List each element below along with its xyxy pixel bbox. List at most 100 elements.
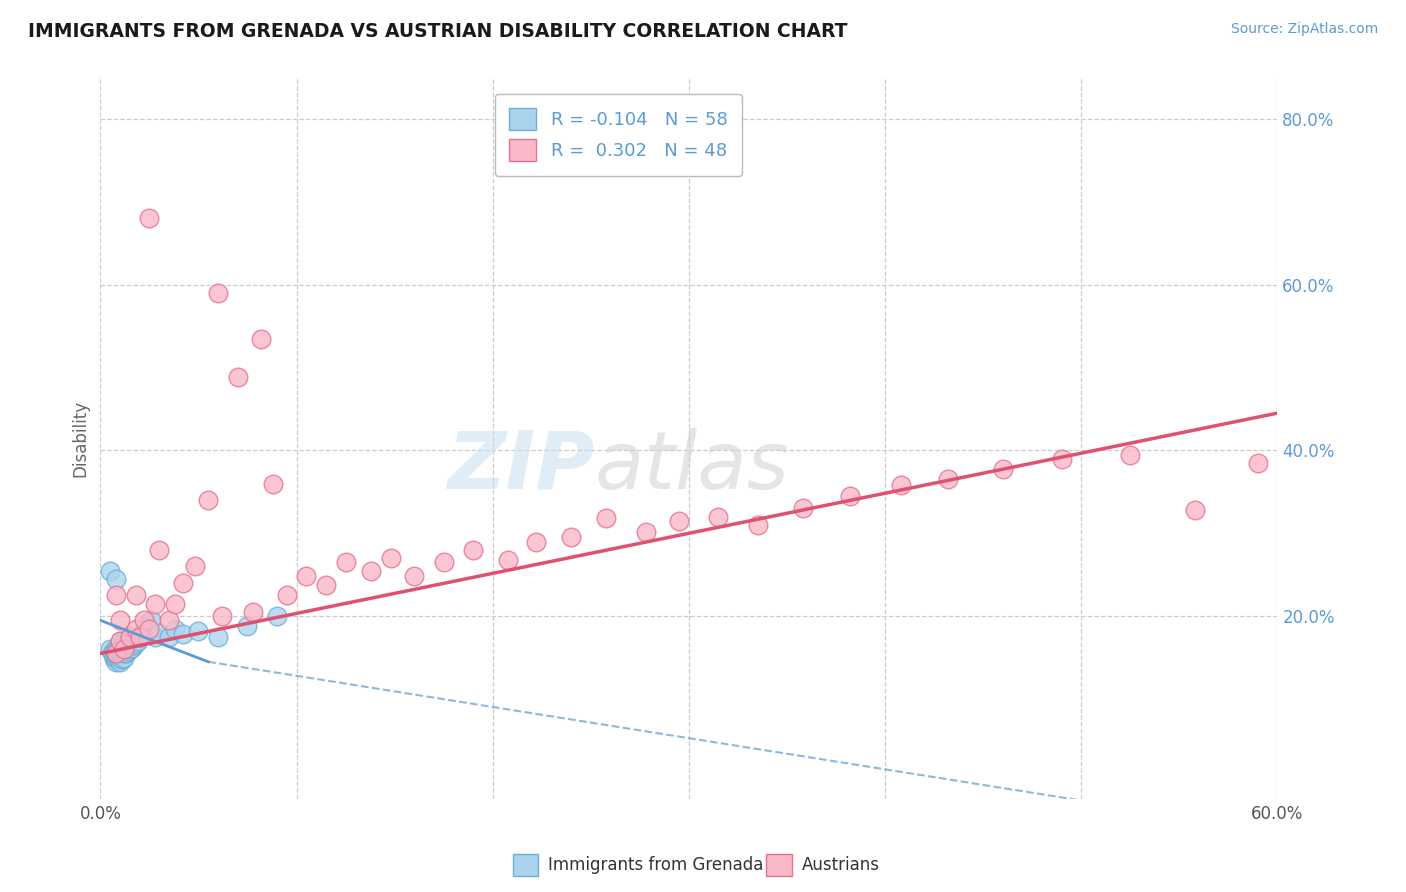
Point <box>111 642 134 657</box>
Point <box>433 555 456 569</box>
Point <box>115 642 138 657</box>
Point <box>115 638 138 652</box>
Point <box>111 647 134 661</box>
Point <box>143 597 166 611</box>
Point <box>207 285 229 300</box>
Point <box>118 638 141 652</box>
Point <box>103 648 125 663</box>
Legend: R = -0.104   N = 58, R =  0.302   N = 48: R = -0.104 N = 58, R = 0.302 N = 48 <box>495 94 742 176</box>
Point <box>108 642 131 657</box>
Point <box>121 636 143 650</box>
Point <box>360 564 382 578</box>
Point <box>117 644 139 658</box>
Point <box>461 542 484 557</box>
Point <box>107 648 129 663</box>
Point <box>131 627 153 641</box>
Point <box>138 622 160 636</box>
Point <box>103 644 125 658</box>
Point <box>108 634 131 648</box>
Point <box>111 652 134 666</box>
Point <box>117 636 139 650</box>
Point <box>236 619 259 633</box>
Point <box>105 640 128 655</box>
Point <box>157 613 180 627</box>
Point <box>112 638 135 652</box>
Point <box>112 634 135 648</box>
Point <box>115 647 138 661</box>
Point <box>197 493 219 508</box>
Text: Austrians: Austrians <box>801 855 879 874</box>
Point <box>138 211 160 226</box>
Point <box>108 655 131 669</box>
Point <box>143 630 166 644</box>
Point <box>141 613 163 627</box>
Point <box>148 542 170 557</box>
Point <box>103 652 125 666</box>
Point <box>207 630 229 644</box>
Point <box>105 572 128 586</box>
Point <box>163 622 186 636</box>
Point <box>1247 456 1270 470</box>
Point <box>112 642 135 657</box>
Point <box>560 531 582 545</box>
Point <box>108 638 131 652</box>
Point <box>105 655 128 669</box>
Point <box>124 636 146 650</box>
Point <box>404 569 426 583</box>
Point <box>187 624 209 639</box>
Point <box>112 642 135 657</box>
Point <box>124 622 146 636</box>
Point <box>266 609 288 624</box>
Point <box>595 511 617 525</box>
Point <box>707 509 730 524</box>
Point <box>118 634 141 648</box>
Point <box>157 630 180 644</box>
Point <box>101 647 124 661</box>
Point <box>315 577 337 591</box>
Point <box>792 501 814 516</box>
Point <box>122 634 145 648</box>
Point <box>128 630 150 644</box>
Point <box>107 640 129 654</box>
Point <box>132 625 155 640</box>
Point <box>163 597 186 611</box>
Point <box>936 472 959 486</box>
Point <box>118 630 141 644</box>
Point <box>295 569 318 583</box>
Point <box>1184 503 1206 517</box>
Point <box>124 630 146 644</box>
Point <box>1119 448 1142 462</box>
Point <box>183 559 205 574</box>
Point <box>118 642 141 657</box>
Point <box>524 534 547 549</box>
Point <box>634 524 657 539</box>
Point <box>132 613 155 627</box>
Point <box>1050 451 1073 466</box>
Point <box>498 553 520 567</box>
Y-axis label: Disability: Disability <box>72 400 89 476</box>
Point <box>335 555 357 569</box>
Point <box>890 478 912 492</box>
Point <box>111 638 134 652</box>
Point <box>121 640 143 655</box>
Point <box>668 514 690 528</box>
Point <box>117 640 139 655</box>
Point <box>172 576 194 591</box>
Point <box>136 617 159 632</box>
Point <box>276 589 298 603</box>
Text: IMMIGRANTS FROM GRENADA VS AUSTRIAN DISABILITY CORRELATION CHART: IMMIGRANTS FROM GRENADA VS AUSTRIAN DISA… <box>28 22 848 41</box>
Point <box>107 644 129 658</box>
Point <box>747 518 769 533</box>
Text: atlas: atlas <box>595 428 789 506</box>
Point <box>112 647 135 661</box>
Point <box>128 630 150 644</box>
Point <box>262 476 284 491</box>
Point <box>172 627 194 641</box>
Point <box>991 461 1014 475</box>
Point <box>108 613 131 627</box>
Point <box>226 370 249 384</box>
Point <box>98 564 121 578</box>
Point <box>105 647 128 661</box>
Text: Immigrants from Grenada: Immigrants from Grenada <box>548 855 763 874</box>
Point <box>380 551 402 566</box>
